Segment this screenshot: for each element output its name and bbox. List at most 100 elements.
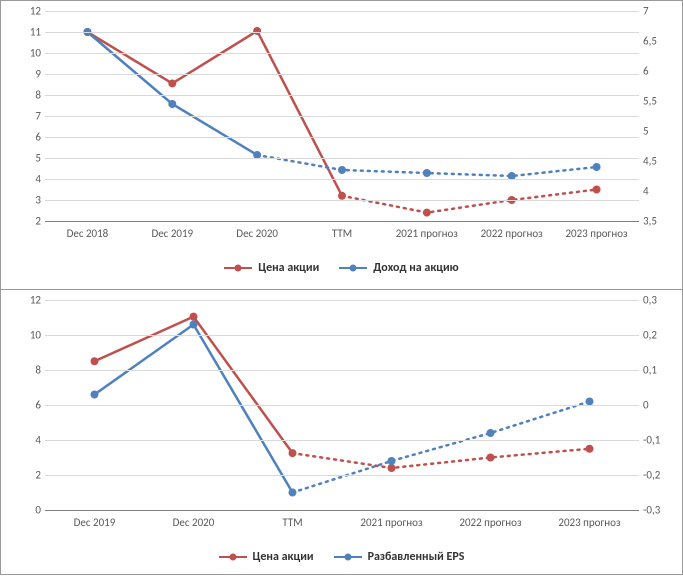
legend-swatch (224, 262, 252, 274)
legend-label: Разбавленный EPS (368, 550, 465, 564)
series-marker (423, 209, 431, 217)
series-marker (388, 464, 396, 472)
legend-item: Разбавленный EPS (334, 550, 465, 564)
ytick-left: 7 (11, 110, 41, 123)
series-marker (593, 186, 601, 194)
series-line-solid (95, 325, 293, 493)
gridline (45, 158, 639, 159)
ytick-left: 2 (11, 469, 41, 482)
ytick-right: 4 (643, 185, 673, 198)
legend-item: Цена акции (224, 261, 319, 275)
xtick: 2021 прогноз (360, 516, 422, 529)
series-marker (190, 321, 198, 329)
ytick-left: 12 (11, 5, 41, 18)
ytick-left: 3 (11, 194, 41, 207)
gridline (45, 95, 639, 96)
gridline (45, 11, 639, 12)
ytick-left: 5 (11, 152, 41, 165)
gridline (45, 200, 639, 201)
xtick: Dec 2020 (236, 227, 278, 240)
ytick-right: 0 (643, 399, 673, 412)
series-marker (168, 100, 176, 108)
gridline (45, 74, 639, 75)
ytick-left: 12 (11, 294, 41, 307)
legend-label: Доход на акцию (373, 261, 458, 275)
xtick: Dec 2019 (74, 516, 116, 529)
gridline (45, 53, 639, 54)
ytick-right: -0,3 (643, 504, 673, 517)
gridline (45, 300, 639, 301)
gridline (45, 335, 639, 336)
ytick-left: 4 (11, 173, 41, 186)
ytick-right: 6 (643, 65, 673, 78)
gridline (45, 440, 639, 441)
series-marker (593, 163, 601, 171)
gridline (45, 405, 639, 406)
series-marker (388, 457, 396, 465)
ytick-left: 6 (11, 131, 41, 144)
series-marker (423, 169, 431, 177)
series-marker (338, 192, 346, 200)
xtick: 2023 прогноз (558, 516, 620, 529)
series-marker (487, 429, 495, 437)
series-marker (487, 454, 495, 462)
series-marker (168, 79, 176, 87)
ytick-left: 11 (11, 26, 41, 39)
series-marker (289, 449, 297, 457)
gridline (45, 32, 639, 33)
series-marker (586, 445, 594, 453)
gridline (45, 137, 639, 138)
xtick: 2021 прогноз (396, 227, 458, 240)
xtick: TTM (332, 227, 352, 240)
ytick-right: 4,5 (643, 155, 673, 168)
ytick-left: 10 (11, 47, 41, 60)
charts-container: 234567891011123,544,555,566,57Dec 2018De… (0, 0, 683, 575)
xtick: 2022 прогноз (459, 516, 521, 529)
xtick: Dec 2020 (173, 516, 215, 529)
ytick-left: 0 (11, 504, 41, 517)
legend-label: Цена акции (253, 550, 314, 564)
series-marker (253, 27, 261, 35)
plot-area-top: 234567891011123,544,555,566,57Dec 2018De… (45, 11, 639, 222)
series-line-solid (95, 317, 293, 454)
xtick: 2023 прогноз (565, 227, 627, 240)
xtick: TTM (282, 516, 302, 529)
legend-swatch (334, 551, 362, 563)
plot-area-bottom: 024681012-0,3-0,2-0,100,10,20,3Dec 2019D… (45, 300, 639, 511)
ytick-right: 5,5 (643, 95, 673, 108)
ytick-right: 3,5 (643, 215, 673, 228)
legend-swatch (339, 262, 367, 274)
xtick: 2022 прогноз (481, 227, 543, 240)
ytick-right: 5 (643, 125, 673, 138)
series-marker (289, 489, 297, 497)
ytick-right: 0,3 (643, 294, 673, 307)
ytick-left: 9 (11, 68, 41, 81)
ytick-right: 6,5 (643, 35, 673, 48)
ytick-left: 4 (11, 434, 41, 447)
series-marker (91, 391, 99, 399)
series-marker (91, 357, 99, 365)
legend-swatch (219, 551, 247, 563)
ytick-right: 0,1 (643, 364, 673, 377)
chart-top: 234567891011123,544,555,566,57Dec 2018De… (1, 1, 682, 289)
legend-top: Цена акции Доход на акцию (1, 261, 682, 278)
series-marker (190, 313, 198, 321)
xtick: Dec 2019 (151, 227, 193, 240)
ytick-right: -0,2 (643, 469, 673, 482)
ytick-right: -0,1 (643, 434, 673, 447)
series-line-dashed (293, 402, 590, 493)
legend-item: Цена акции (219, 550, 314, 564)
gridline (45, 116, 639, 117)
series-line-solid (87, 31, 342, 196)
gridline (45, 179, 639, 180)
gridline (45, 475, 639, 476)
ytick-left: 8 (11, 364, 41, 377)
ytick-left: 8 (11, 89, 41, 102)
ytick-left: 2 (11, 215, 41, 228)
ytick-right: 0,2 (643, 329, 673, 342)
series-marker (338, 166, 346, 174)
gridline (45, 370, 639, 371)
legend-bottom: Цена акции Разбавленный EPS (1, 550, 682, 567)
legend-label: Цена акции (258, 261, 319, 275)
ytick-left: 10 (11, 329, 41, 342)
